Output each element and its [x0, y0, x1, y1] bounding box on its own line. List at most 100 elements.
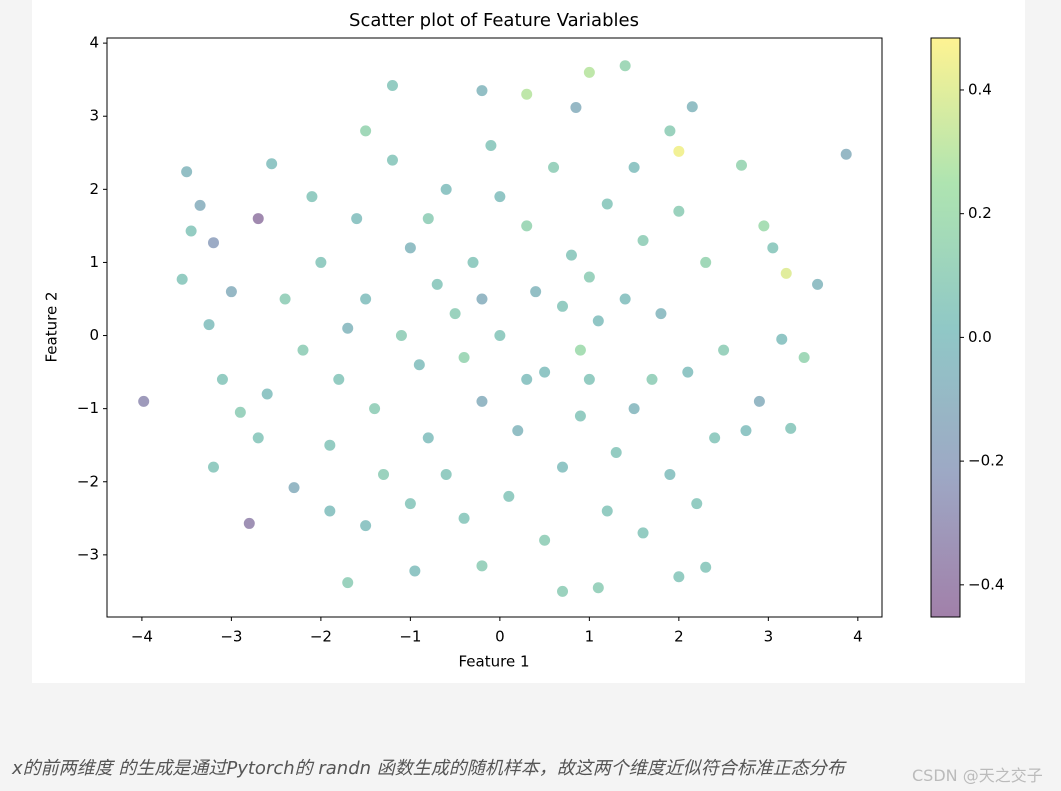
scatter-point: [592, 315, 604, 327]
scatter-point: [601, 198, 613, 210]
scatter-point: [619, 60, 631, 72]
scatter-point: [324, 505, 336, 517]
scatter-point: [709, 432, 721, 444]
scatter-point: [476, 293, 488, 305]
scatter-point: [637, 235, 649, 247]
scatter-point: [207, 237, 219, 249]
scatter-point: [628, 161, 640, 173]
scatter-point: [431, 278, 443, 290]
scatter-point: [539, 534, 551, 546]
scatter-point: [409, 565, 421, 577]
scatter-point: [673, 571, 685, 583]
scatter-point: [619, 293, 631, 305]
scatter-point: [583, 373, 595, 385]
scatter-point: [601, 505, 613, 517]
scatter-point: [181, 166, 193, 178]
scatter-point: [266, 158, 278, 170]
chart: Scatter plot of Feature Variables Featur…: [43, 10, 1005, 671]
scatter-point: [422, 432, 434, 444]
scatter-point: [512, 425, 524, 437]
scatter-point: [521, 220, 533, 232]
scatter-point: [279, 293, 291, 305]
scatter-point: [225, 286, 237, 298]
scatter-point: [776, 333, 788, 345]
scatter-point: [297, 344, 309, 356]
x-tick-label: −1: [399, 628, 421, 646]
scatter-point: [485, 139, 497, 151]
y-tick-label: 2: [89, 180, 99, 198]
scatter-point: [673, 205, 685, 217]
scatter-point: [610, 447, 622, 459]
x-tick-label: −2: [310, 628, 332, 646]
scatter-point: [360, 293, 372, 305]
scatter-point: [449, 308, 461, 320]
scatter-point: [840, 148, 852, 160]
scatter-point: [194, 199, 206, 211]
scatter-point: [557, 585, 569, 597]
scatter-point: [521, 88, 533, 100]
watermark: CSDN @天之交子: [912, 766, 1043, 785]
scatter-point: [422, 213, 434, 225]
scatter-point: [404, 498, 416, 510]
scatter-point: [324, 439, 336, 451]
scatter-point: [565, 249, 577, 261]
scatter-point: [243, 517, 255, 529]
scatter-point: [646, 373, 658, 385]
y-tick-label: 4: [89, 34, 99, 52]
y-tick-label: 0: [89, 326, 99, 344]
scatter-point: [758, 220, 770, 232]
scatter-point: [548, 161, 560, 173]
y-tick-label: 3: [89, 107, 99, 125]
scatter-point: [216, 373, 228, 385]
scatter-point: [530, 286, 542, 298]
scatter-point: [467, 256, 479, 268]
caption: x的前两维度 的生成是通过Pytorch的 randn 函数生成的随机样本，故这…: [12, 758, 845, 779]
scatter-point: [503, 490, 515, 502]
scatter-point: [570, 101, 582, 113]
scatter-point: [458, 512, 470, 524]
x-tick-label: 0: [495, 628, 505, 646]
scatter-point: [735, 159, 747, 171]
scatter-point: [673, 145, 685, 157]
x-tick-label: 4: [853, 628, 863, 646]
scatter-point: [691, 498, 703, 510]
chart-title: Scatter plot of Feature Variables: [349, 10, 639, 31]
scatter-point: [592, 582, 604, 594]
scatter-point: [203, 319, 215, 331]
scatter-point: [476, 85, 488, 97]
scatter-point: [360, 520, 372, 532]
scatter-point: [812, 278, 824, 290]
scatter-point: [521, 373, 533, 385]
scatter-point: [288, 482, 300, 494]
scatter-point: [404, 242, 416, 254]
scatter-point: [583, 66, 595, 78]
scatter-point: [306, 191, 318, 203]
scatter-point: [333, 373, 345, 385]
scatter-point: [386, 154, 398, 166]
scatter-point: [557, 300, 569, 312]
scatter-point: [637, 527, 649, 539]
scatter-point: [351, 213, 363, 225]
scatter-point: [686, 101, 698, 113]
scatter-point: [785, 422, 797, 434]
scatter-point: [386, 80, 398, 92]
x-tick-label: 2: [674, 628, 684, 646]
scatter-point: [574, 344, 586, 356]
scatter-point: [476, 395, 488, 407]
x-tick-label: 3: [764, 628, 774, 646]
scatter-point: [176, 273, 188, 285]
scatter-point: [700, 561, 712, 573]
x-tick-label: −3: [220, 628, 242, 646]
colorbar-tick-label: 0.0: [968, 328, 992, 346]
scatter-point: [664, 125, 676, 137]
scatter-point: [185, 225, 197, 237]
scatter-point: [494, 191, 506, 203]
scatter-point: [539, 366, 551, 378]
scatter-point: [628, 403, 640, 415]
scatter-point: [655, 308, 667, 320]
colorbar-tick-label: −0.2: [968, 452, 1004, 470]
scatter-point: [458, 351, 470, 363]
scatter-point: [378, 468, 390, 480]
scatter-point: [718, 344, 730, 356]
scatter-point: [682, 366, 694, 378]
